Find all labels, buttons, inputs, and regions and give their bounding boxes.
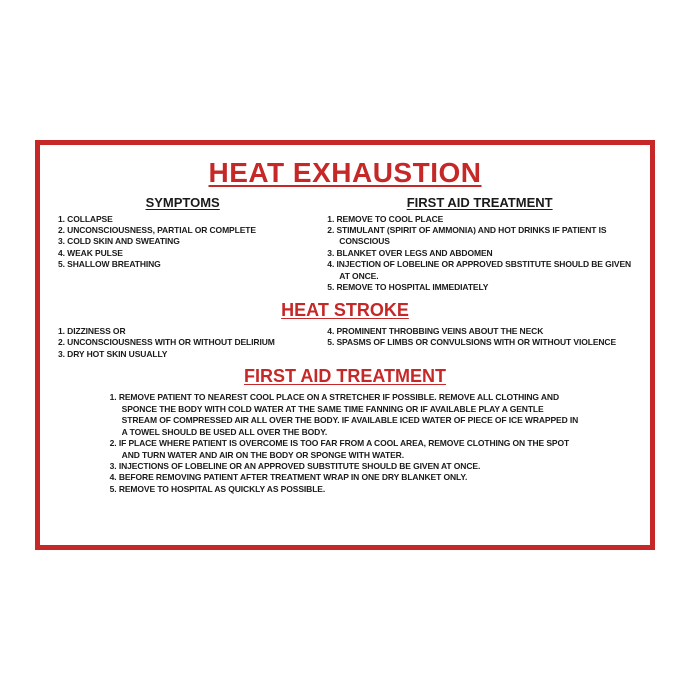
list-item: DIZZINESS OR xyxy=(58,326,307,337)
list-item: UNCONSCIOUSNESS WITH OR WITHOUT DELIRIUM xyxy=(58,337,307,348)
list-item: SPASMS OF LIMBS OR CONVULSIONS WITH OR W… xyxy=(327,337,632,348)
treatment-column: FIRST AID TREATMENT REMOVE TO COOL PLACE… xyxy=(327,195,632,294)
list-item: WEAK PULSE xyxy=(58,248,307,259)
treatment-heading: FIRST AID TREATMENT xyxy=(327,195,632,210)
stroke-right-list: PROMINENT THROBBING VEINS ABOUT THE NECK… xyxy=(327,326,632,349)
list-item: IF PLACE WHERE PATIENT IS OVERCOME IS TO… xyxy=(110,438,581,461)
stroke-right-column: PROMINENT THROBBING VEINS ABOUT THE NECK… xyxy=(327,326,632,360)
treatment-title: FIRST AID TREATMENT xyxy=(58,366,632,387)
stroke-row: DIZZINESS OR UNCONSCIOUSNESS WITH OR WIT… xyxy=(58,326,632,360)
bottom-treatment-list: REMOVE PATIENT TO NEAREST COOL PLACE ON … xyxy=(110,392,581,495)
list-item: REMOVE TO HOSPITAL AS QUICKLY AS POSSIBL… xyxy=(110,484,581,495)
list-item: INJECTION OF LOBELINE OR APPROVED SBSTIT… xyxy=(327,259,632,282)
stroke-left-list: DIZZINESS OR UNCONSCIOUSNESS WITH OR WIT… xyxy=(58,326,307,360)
poster-frame: HEAT EXHAUSTION SYMPTOMS COLLAPSE UNCONS… xyxy=(35,140,655,550)
list-item: INJECTIONS OF LOBELINE OR AN APPROVED SU… xyxy=(110,461,581,472)
symptoms-heading: SYMPTOMS xyxy=(58,195,307,210)
main-title: HEAT EXHAUSTION xyxy=(58,157,632,189)
list-item: BEFORE REMOVING PATIENT AFTER TREATMENT … xyxy=(110,472,581,483)
exhaustion-row: SYMPTOMS COLLAPSE UNCONSCIOUSNESS, PARTI… xyxy=(58,195,632,294)
list-item: COLD SKIN AND SWEATING xyxy=(58,236,307,247)
list-item: SHALLOW BREATHING xyxy=(58,259,307,270)
list-item: REMOVE TO COOL PLACE xyxy=(327,214,632,225)
list-item: BLANKET OVER LEGS AND ABDOMEN xyxy=(327,248,632,259)
stroke-left-column: DIZZINESS OR UNCONSCIOUSNESS WITH OR WIT… xyxy=(58,326,307,360)
stroke-title: HEAT STROKE xyxy=(58,300,632,321)
list-item: PROMINENT THROBBING VEINS ABOUT THE NECK xyxy=(327,326,632,337)
list-item: STIMULANT (SPIRIT OF AMMONIA) AND HOT DR… xyxy=(327,225,632,248)
symptoms-column: SYMPTOMS COLLAPSE UNCONSCIOUSNESS, PARTI… xyxy=(58,195,307,294)
symptoms-list: COLLAPSE UNCONSCIOUSNESS, PARTIAL OR COM… xyxy=(58,214,307,271)
list-item: COLLAPSE xyxy=(58,214,307,225)
list-item: UNCONSCIOUSNESS, PARTIAL OR COMPLETE xyxy=(58,225,307,236)
list-item: DRY HOT SKIN USUALLY xyxy=(58,349,307,360)
list-item: REMOVE TO HOSPITAL IMMEDIATELY xyxy=(327,282,632,293)
list-item: REMOVE PATIENT TO NEAREST COOL PLACE ON … xyxy=(110,392,581,438)
treatment-list: REMOVE TO COOL PLACE STIMULANT (SPIRIT O… xyxy=(327,214,632,294)
